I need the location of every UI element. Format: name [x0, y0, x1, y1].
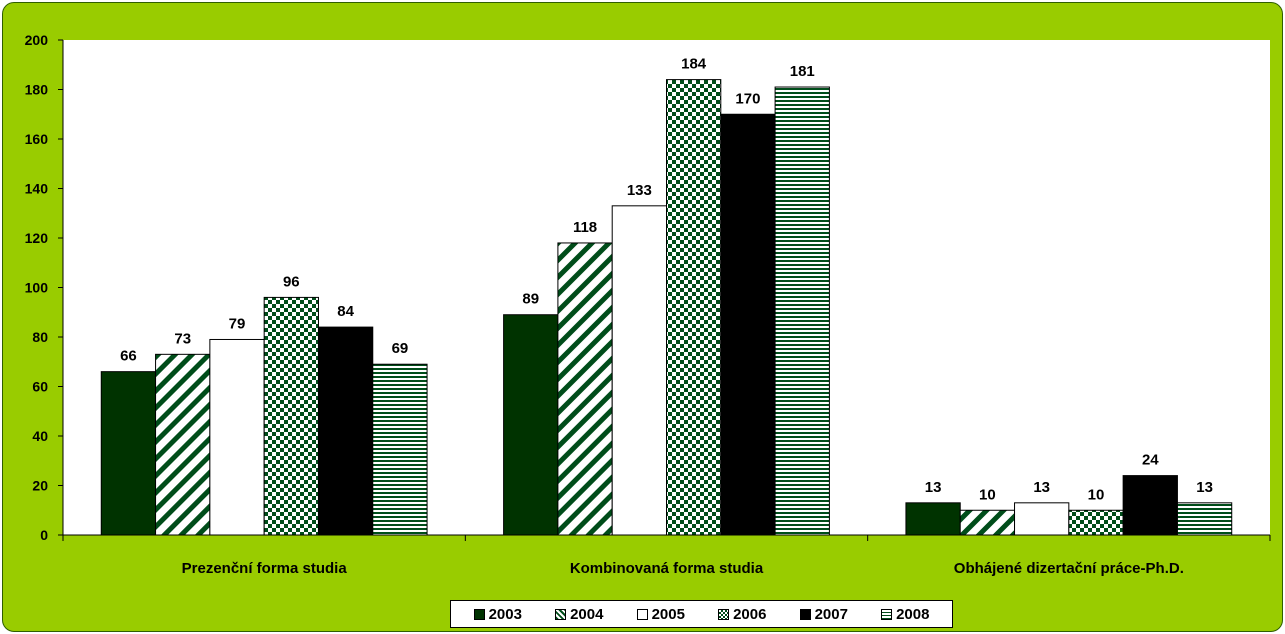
legend-item-2005: 2005	[636, 605, 685, 623]
bar-2005	[1014, 502, 1070, 536]
bar-2003	[905, 502, 961, 536]
legend-swatch	[473, 608, 485, 620]
bar-2006	[666, 79, 722, 536]
bar-value-label: 96	[283, 273, 300, 290]
y-tick-label: 40	[32, 428, 48, 444]
legend-swatch	[799, 608, 811, 620]
bar-2007	[1122, 475, 1178, 536]
legend-label: 2004	[570, 605, 604, 623]
bar-value-label: 13	[1033, 479, 1050, 496]
bar-2006	[263, 296, 319, 536]
y-tick-label: 0	[40, 527, 48, 543]
bar-2007	[317, 326, 374, 536]
bar-2004	[557, 242, 613, 536]
bar-value-label: 89	[522, 291, 539, 308]
bar-2008	[1176, 502, 1233, 536]
bar-value-label: 69	[392, 340, 409, 357]
bar-value-label: 66	[120, 348, 137, 365]
bar-2008	[774, 86, 830, 536]
bar-value-label: 181	[790, 63, 815, 80]
y-tick-label: 20	[32, 478, 48, 494]
bar-value-label: 24	[1142, 452, 1159, 469]
bars	[100, 79, 1233, 536]
bar-value-label: 184	[681, 56, 707, 73]
bar-2006	[1068, 509, 1124, 536]
y-axis: 0 20 40 60 80 100 120 140 160 180 200	[25, 32, 64, 543]
bar-value-label: 170	[735, 90, 760, 107]
bar-2004	[155, 353, 211, 536]
bar-value-label: 79	[229, 315, 246, 332]
bar-2005	[209, 338, 265, 536]
legend-label: 2007	[814, 605, 848, 623]
legend-swatch	[881, 608, 893, 620]
x-category-label: Kombinovaná forma studia	[570, 560, 764, 577]
bar-value-label: 84	[337, 303, 354, 320]
legend-swatch	[555, 608, 567, 620]
bar-2003	[100, 371, 157, 536]
legend-item-2004: 2004	[555, 606, 603, 623]
y-tick-label: 200	[25, 32, 49, 48]
bar-value-label: 133	[627, 182, 652, 199]
legend-label: 2003	[488, 605, 522, 623]
y-tick-label: 60	[32, 379, 48, 395]
legend-swatch	[718, 608, 730, 620]
y-tick-label: 180	[25, 82, 49, 98]
legend-label: 2008	[896, 605, 930, 623]
bar-2005	[611, 205, 668, 536]
legend-label: 2005	[651, 605, 685, 623]
bar-value-label: 73	[174, 330, 191, 347]
legend-label: 2006	[733, 605, 767, 623]
data-labels: 66 73 79 96 84 69 89 118 133 184 170 181 13 10 13 10 24 1…	[120, 56, 1213, 504]
bar-2004	[959, 509, 1016, 536]
bar-value-label: 13	[1196, 479, 1213, 496]
bar-2007	[720, 113, 776, 536]
bar-2008	[372, 363, 428, 536]
x-category-label: Prezenční forma studia	[182, 560, 348, 577]
bar-value-label: 10	[979, 486, 996, 503]
legend-item-2006: 2006	[718, 606, 766, 623]
x-category-label: Obhájené dizertační práce-Ph.D.	[954, 560, 1184, 577]
bar-value-label: 13	[925, 479, 942, 496]
y-tick-label: 120	[25, 230, 49, 246]
y-tick-label: 80	[32, 329, 48, 345]
legend-item-2008: 2008	[881, 606, 929, 623]
bar-2003	[503, 314, 559, 536]
y-tick-label: 100	[25, 280, 49, 296]
x-axis: Prezenční forma studia Kombinovaná forma …	[62, 534, 1271, 577]
y-tick-label: 160	[25, 131, 49, 147]
bar-value-label: 10	[1088, 486, 1105, 503]
legend-swatch	[636, 608, 648, 620]
legend: 2003 2004 2005 2006 2007 2008	[450, 600, 953, 628]
y-tick-label: 140	[25, 181, 49, 197]
bar-value-label: 118	[573, 219, 597, 236]
legend-item-2007: 2007	[799, 605, 848, 623]
legend-item-2003: 2003	[473, 605, 522, 623]
